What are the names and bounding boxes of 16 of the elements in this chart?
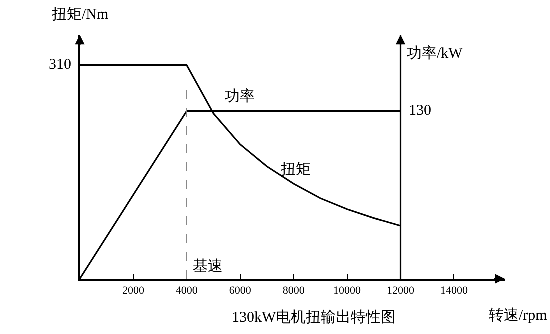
x-tick-label: 10000 [334, 285, 362, 297]
x-tick-label: 4000 [176, 285, 198, 297]
x-tick-label: 12000 [387, 285, 415, 297]
x-tick-label: 14000 [440, 285, 468, 297]
series-label: 扭矩 [281, 161, 311, 178]
x-tick-label: 8000 [282, 285, 306, 297]
series-label: 功率 [225, 88, 255, 105]
annotation: 310 [49, 57, 72, 73]
x-axis-title: 转速/rpm [489, 307, 548, 324]
x-tick-label: 6000 [229, 285, 252, 297]
ref-line-label: 基速 [193, 258, 223, 275]
y2-axis-title: 功率/kW [407, 45, 464, 62]
annotation: 130 [409, 103, 432, 119]
x-tick-label: 2000 [122, 285, 145, 297]
y-axis-title: 扭矩/Nm [52, 6, 109, 23]
text: 130kW电机扭输出特性图 [232, 309, 396, 326]
